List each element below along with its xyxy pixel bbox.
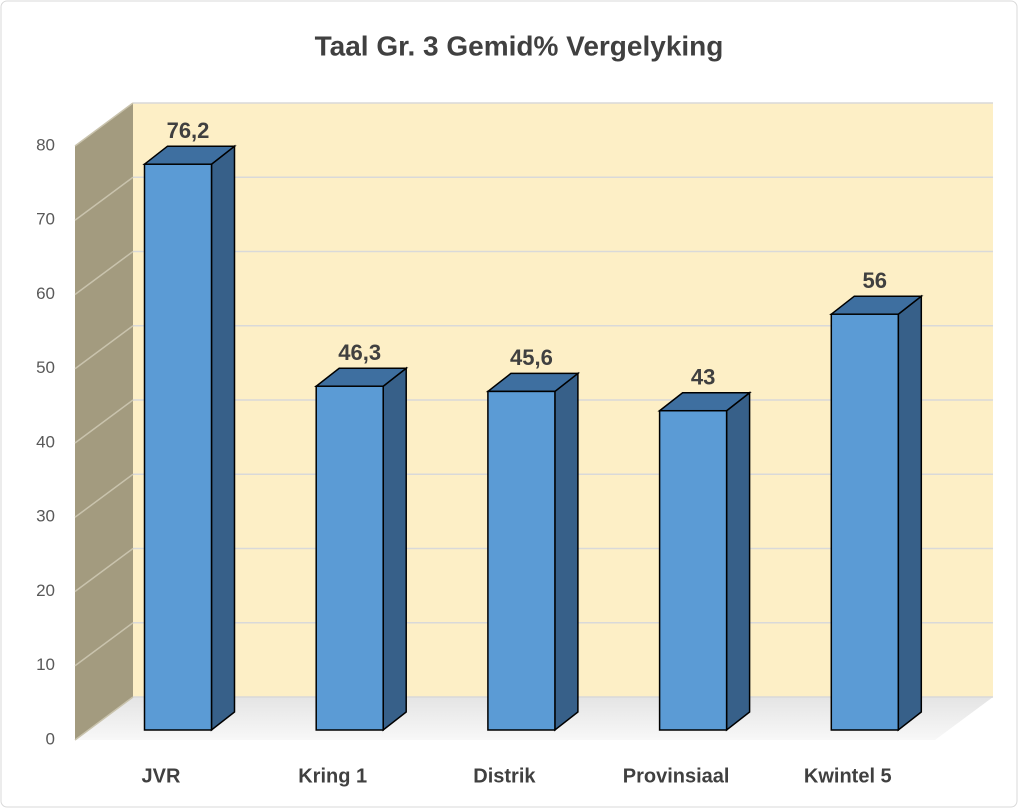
- bar: [830, 313, 900, 731]
- y-tick-label: 50: [36, 358, 55, 377]
- grid-line: [74, 176, 134, 221]
- grid-line: [74, 696, 134, 741]
- bar: [143, 163, 213, 731]
- y-tick-label: 0: [46, 729, 55, 748]
- x-tick-label: JVR: [142, 765, 181, 787]
- data-label: 76,2: [167, 118, 210, 143]
- y-tick-label: 30: [36, 507, 55, 526]
- grid-line: [74, 399, 134, 444]
- y-tick-label: 60: [36, 284, 55, 303]
- grid-line: [74, 250, 134, 296]
- grid-line: [74, 547, 134, 593]
- bar-side: [210, 144, 236, 732]
- x-tick-label: Kring 1: [298, 765, 367, 787]
- grid-line: [74, 102, 134, 147]
- bar-side: [897, 294, 923, 732]
- y-tick-label: 70: [36, 210, 55, 229]
- data-label: 43: [691, 365, 715, 390]
- data-label: 56: [863, 268, 887, 293]
- bar: [658, 409, 728, 731]
- y-tick-label: 40: [36, 432, 55, 451]
- y-tick-label: 80: [36, 135, 55, 154]
- data-label: 45,6: [510, 345, 553, 370]
- chart-title: Taal Gr. 3 Gemid% Vergelyking: [315, 30, 724, 61]
- bar-side: [725, 391, 751, 732]
- y-tick-label: 10: [36, 655, 55, 674]
- bar-side: [382, 366, 407, 732]
- bar: [315, 385, 384, 731]
- grid-line: [74, 622, 134, 667]
- y-tick-label: 20: [36, 581, 55, 600]
- grid-line: [74, 325, 134, 370]
- grid-line: [74, 473, 134, 518]
- x-tick-label: Distrik: [473, 765, 536, 787]
- x-tick-label: Kwintel 5: [804, 765, 892, 787]
- bar: [487, 390, 556, 731]
- bar-side: [554, 371, 579, 732]
- data-label: 46,3: [338, 340, 381, 365]
- x-tick-label: Provinsiaal: [623, 765, 730, 787]
